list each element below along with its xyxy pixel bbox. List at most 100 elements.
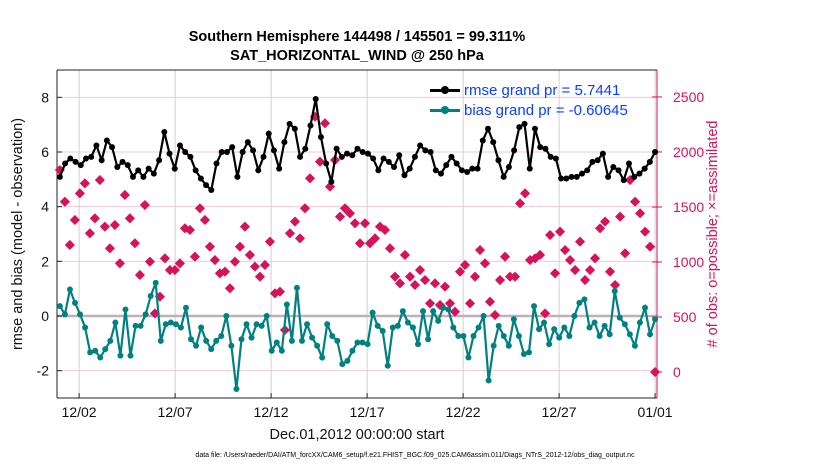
- obs-count-marker: [94, 174, 105, 186]
- rmse-point: [479, 137, 486, 144]
- rmse-point: [359, 149, 366, 155]
- obs-count-marker: [579, 274, 591, 286]
- obs-count-marker: [304, 173, 316, 184]
- rmse-point: [276, 165, 283, 172]
- rmse-point: [453, 160, 460, 167]
- rmse-point: [77, 162, 84, 169]
- rmse-point: [192, 167, 199, 174]
- rmse-point: [297, 153, 304, 160]
- bias-point: [641, 304, 648, 311]
- obs-count-marker: [324, 181, 336, 192]
- obs-count-marker: [264, 236, 276, 247]
- obs-count-marker: [549, 268, 561, 279]
- rmse-point: [526, 165, 533, 172]
- legend-entry-rmse: rmse grand pr = 5.7441: [430, 80, 628, 100]
- bias-point: [122, 306, 129, 313]
- bias-point: [339, 361, 346, 368]
- obs-count-marker: [620, 248, 631, 259]
- bias-point: [430, 308, 437, 315]
- bias-point: [147, 293, 154, 300]
- rmse-point: [542, 145, 549, 152]
- obs-count-marker: [534, 249, 546, 261]
- legend-bias-line-icon: [430, 105, 460, 114]
- rmse-point: [187, 153, 194, 160]
- bias-point: [435, 317, 442, 324]
- obs-count-marker: [289, 216, 301, 227]
- rmse-point: [354, 145, 361, 152]
- rmse-point: [448, 153, 455, 160]
- obs-count-marker: [574, 236, 586, 247]
- bias-point: [228, 342, 235, 349]
- rmse-point: [302, 145, 309, 152]
- rmse-point: [129, 173, 136, 180]
- bias-point: [198, 324, 205, 331]
- obs-count-marker: [199, 214, 210, 226]
- rmse-point: [500, 173, 507, 180]
- obs-count-marker: [429, 278, 441, 289]
- bias-point: [581, 296, 588, 303]
- rmse-point: [323, 160, 330, 167]
- obs-count-marker: [209, 254, 220, 266]
- bias-point: [61, 311, 68, 318]
- rmse-point: [652, 149, 659, 155]
- rmse-point: [317, 133, 324, 140]
- obs-count-marker: [589, 253, 601, 264]
- obs-count-marker: [564, 254, 576, 266]
- bias-point: [525, 349, 532, 356]
- rmse-point: [270, 147, 277, 154]
- rmse-point: [161, 129, 168, 136]
- bias-point: [420, 308, 427, 315]
- bias-point: [505, 342, 512, 349]
- rmse-point: [573, 173, 580, 180]
- bias-point: [334, 337, 341, 344]
- rmse-point: [260, 153, 267, 160]
- bias-point: [470, 332, 477, 339]
- obs-count-marker: [189, 251, 200, 262]
- bias-point: [455, 332, 462, 339]
- x-tick-label: 12/07: [158, 404, 193, 420]
- bias-point: [298, 337, 305, 344]
- obs-count-marker: [539, 308, 551, 319]
- bias-point: [253, 321, 260, 328]
- y-left-tick-label: 6: [41, 144, 49, 160]
- rmse-point: [119, 158, 126, 165]
- obs-count-marker: [509, 271, 521, 282]
- y-right-tick-label: 500: [673, 309, 697, 325]
- obs-count-marker: [494, 274, 506, 286]
- bias-point: [283, 301, 290, 308]
- rmse-point: [109, 144, 116, 151]
- rmse-point: [171, 165, 178, 172]
- rmse-point: [182, 149, 189, 155]
- bias-point: [379, 328, 386, 335]
- obs-count-marker: [234, 241, 246, 252]
- rmse-point: [521, 120, 528, 127]
- rmse-point: [401, 172, 408, 179]
- rmse-point: [411, 153, 418, 160]
- rmse-point: [636, 170, 643, 177]
- obs-count-marker: [554, 226, 566, 237]
- bias-point: [208, 346, 215, 353]
- rmse-point: [469, 165, 476, 172]
- bias-point: [288, 337, 295, 344]
- bias-point: [616, 314, 623, 321]
- x-tick-label: 12/27: [542, 404, 577, 420]
- obs-count-marker: [204, 241, 215, 252]
- obs-count-marker: [79, 178, 90, 189]
- bias-point: [576, 299, 583, 306]
- rmse-point: [223, 149, 230, 155]
- bias-point: [374, 322, 381, 329]
- obs-count-marker: [314, 156, 326, 167]
- bias-point: [531, 303, 538, 310]
- rmse-point: [417, 142, 424, 149]
- bias-point: [364, 341, 371, 348]
- rmse-point: [474, 165, 481, 172]
- rmse-point: [443, 162, 450, 169]
- bias-point: [500, 332, 507, 339]
- obs-count-marker: [519, 188, 531, 199]
- rmse-point: [98, 157, 105, 164]
- obs-count-marker: [469, 271, 481, 282]
- rmse-point: [375, 167, 382, 174]
- bias-point: [621, 321, 628, 328]
- obs-count-marker: [249, 261, 261, 272]
- obs-count-marker: [424, 298, 436, 309]
